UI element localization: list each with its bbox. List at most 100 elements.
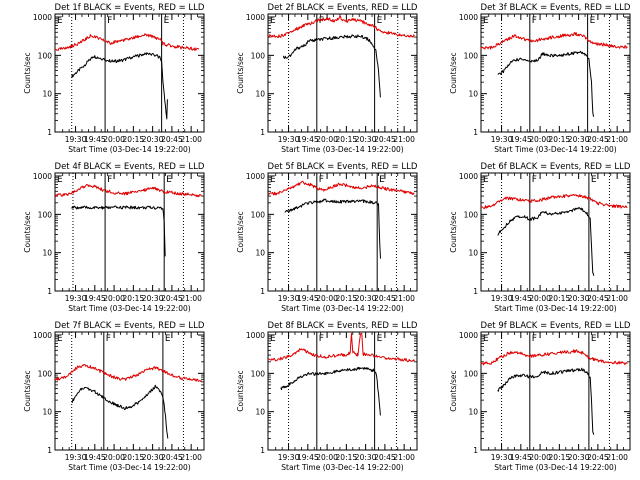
x-tick-label: 21:00 — [180, 453, 202, 462]
x-tick-label: 20:00 — [103, 453, 125, 462]
x-tick-label: 20:30 — [142, 453, 164, 462]
x-tick-label: 20:00 — [316, 135, 338, 144]
flag-label: E — [379, 175, 385, 185]
x-tick-label: 20:15 — [336, 135, 358, 144]
x-tick-label: 21:00 — [393, 294, 415, 303]
y-tick-label: 1 — [47, 446, 52, 455]
y-tick-label: 1000 — [246, 172, 265, 181]
x-tick-label: 20:00 — [103, 294, 125, 303]
panel-det-5: Det 5f BLACK = Events, RED = LLD 1 10 100 10… — [236, 162, 418, 313]
flag-label: F — [319, 334, 324, 344]
x-tick-label: 20:45 — [374, 453, 396, 462]
flag-label: E — [377, 334, 383, 344]
y-axis-label: Counts/sec — [449, 52, 458, 93]
x-tick-label: 19:30 — [491, 135, 513, 144]
flag-label: E — [591, 175, 597, 185]
flag-label: F — [532, 16, 537, 26]
flag-label: F — [319, 16, 324, 26]
events-series-line — [280, 366, 381, 416]
flag-label: F — [107, 175, 112, 185]
panel-title: Det 5f BLACK = Events, RED = LLD — [268, 162, 418, 172]
flag-label: E — [591, 334, 597, 344]
plot-frame — [267, 331, 418, 451]
x-axis-label: Start Time (03-Dec-14 19:22:00) — [68, 304, 190, 313]
lld-series-line — [55, 33, 200, 51]
y-tick-label: 1000 — [459, 172, 478, 181]
y-tick-label: 10 — [468, 249, 478, 258]
x-tick-label: 19:30 — [278, 135, 300, 144]
x-axis-label: Start Time (03-Dec-14 19:22:00) — [281, 463, 403, 472]
y-axis-label: Counts/sec — [23, 370, 32, 411]
panel-det-3: Det 3f BLACK = Events, RED = LLD 1 10 100 10… — [449, 3, 631, 154]
x-tick-label: 19:45 — [84, 135, 106, 144]
y-tick-label: 1000 — [33, 331, 52, 340]
x-tick-label: 19:30 — [491, 453, 513, 462]
x-tick-label: 19:45 — [510, 135, 532, 144]
x-tick-label: 20:45 — [161, 135, 183, 144]
x-tick-label: 19:45 — [297, 453, 319, 462]
y-tick-label: 1000 — [246, 13, 265, 22]
plot-frame — [54, 13, 205, 133]
y-axis-label: Counts/sec — [449, 370, 458, 411]
events-series-line — [284, 198, 381, 259]
x-tick-label: 19:30 — [65, 135, 87, 144]
x-tick-label: 19:45 — [84, 294, 106, 303]
x-axis-label: Start Time (03-Dec-14 19:22:00) — [494, 463, 616, 472]
panel-title: Det 2f BLACK = Events, RED = LLD — [268, 3, 418, 13]
x-tick-label: 20:30 — [355, 135, 377, 144]
y-tick-label: 100 — [464, 369, 479, 378]
x-tick-label: 20:00 — [529, 294, 551, 303]
x-tick-label: 20:00 — [529, 135, 551, 144]
x-tick-label: 20:00 — [103, 135, 125, 144]
x-tick-label: 21:00 — [180, 135, 202, 144]
y-tick-label: 10 — [255, 90, 265, 99]
y-tick-label: 1000 — [33, 172, 52, 181]
y-tick-label: 1 — [473, 287, 478, 296]
x-axis-label: Start Time (03-Dec-14 19:22:00) — [281, 304, 403, 313]
x-tick-label: 20:15 — [123, 135, 145, 144]
lld-series-line — [268, 332, 415, 363]
x-tick-label: 20:30 — [568, 294, 590, 303]
x-tick-label: 21:00 — [180, 294, 202, 303]
x-tick-label: 20:00 — [316, 453, 338, 462]
events-series-line — [497, 367, 595, 435]
x-tick-label: 20:30 — [568, 453, 590, 462]
panel-title: Det 7f BLACK = Events, RED = LLD — [55, 321, 205, 331]
y-tick-label: 1 — [47, 287, 52, 296]
x-tick-label: 20:15 — [549, 294, 571, 303]
panel-det-4: Det 4f BLACK = Events, RED = LLD 1 10 100 10… — [23, 162, 205, 313]
panel-det-8: Det 8f BLACK = Events, RED = LLD 1 10 100 10… — [236, 321, 418, 472]
lld-series-line — [480, 193, 628, 210]
y-axis-label: Counts/sec — [23, 52, 32, 93]
panel-det-6: Det 6f BLACK = Events, RED = LLD 1 10 100 10… — [449, 162, 631, 313]
x-tick-label: 20:15 — [549, 135, 571, 144]
panel-det-7: Det 7f BLACK = Events, RED = LLD 1 10 100 10… — [23, 321, 205, 472]
lld-series-line — [480, 349, 628, 366]
plot-frame — [267, 172, 418, 292]
flag-label: E — [57, 175, 63, 185]
x-tick-label: 20:30 — [355, 294, 377, 303]
flag-label: E — [270, 334, 276, 344]
x-axis-label: Start Time (03-Dec-14 19:22:00) — [494, 304, 616, 313]
y-tick-label: 100 — [38, 51, 53, 60]
lld-series-line — [267, 15, 415, 38]
y-tick-label: 100 — [38, 369, 53, 378]
panel-title: Det 3f BLACK = Events, RED = LLD — [481, 3, 631, 13]
flag-label: E — [164, 16, 170, 26]
flag-label: E — [483, 334, 489, 344]
x-tick-label: 20:15 — [123, 294, 145, 303]
y-tick-label: 10 — [255, 249, 265, 258]
y-tick-label: 1 — [260, 287, 265, 296]
plot-frame — [267, 13, 418, 133]
panel-det-9: Det 9f BLACK = Events, RED = LLD 1 10 100 10… — [449, 321, 631, 472]
panel-det-1: Det 1f BLACK = Events, RED = LLD 1 10 100 10… — [23, 3, 205, 154]
x-tick-label: 21:00 — [606, 294, 628, 303]
events-series-line — [71, 384, 169, 439]
x-tick-label: 21:00 — [606, 453, 628, 462]
y-axis-label: Counts/sec — [236, 211, 245, 252]
y-tick-label: 1 — [260, 128, 265, 137]
x-tick-label: 19:30 — [65, 294, 87, 303]
events-series-line — [71, 205, 166, 257]
y-tick-label: 1 — [47, 128, 52, 137]
